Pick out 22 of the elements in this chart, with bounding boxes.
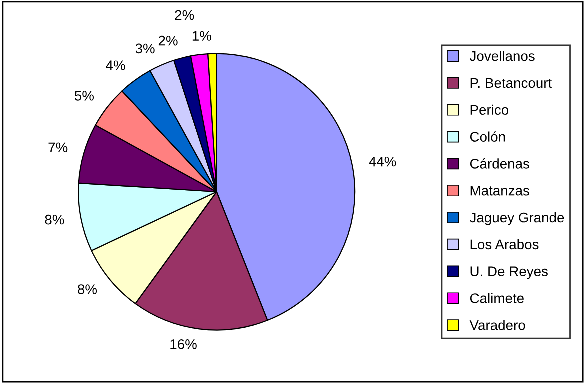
legend-label: Matanzas — [470, 186, 530, 196]
data-label: 3% — [136, 44, 155, 54]
data-label: 1% — [192, 31, 212, 41]
legend-label: Jovellanos — [470, 51, 535, 62]
legend-label: Colón — [470, 132, 506, 142]
data-label: 8% — [78, 284, 98, 294]
data-label: 2% — [175, 10, 194, 20]
data-label: 5% — [74, 91, 94, 101]
data-label: 44% — [369, 156, 396, 167]
legend-label: P. Betancourt — [470, 78, 552, 88]
legend-label: Jaguey Grande — [470, 212, 564, 226]
data-label: 4% — [106, 60, 126, 70]
legend-label: Perico — [470, 104, 509, 116]
legend-label: U. De Reyes — [470, 266, 548, 280]
data-label: 7% — [48, 142, 68, 152]
data-label: 2% — [158, 36, 178, 46]
legend-label: Varadero — [470, 320, 526, 330]
legend-label: Los Arabos — [470, 239, 539, 250]
legend-label: Calimete — [470, 293, 524, 304]
data-label: 16% — [170, 340, 197, 350]
data-label: 8% — [45, 214, 64, 225]
legend-label: Cárdenas — [470, 158, 530, 169]
